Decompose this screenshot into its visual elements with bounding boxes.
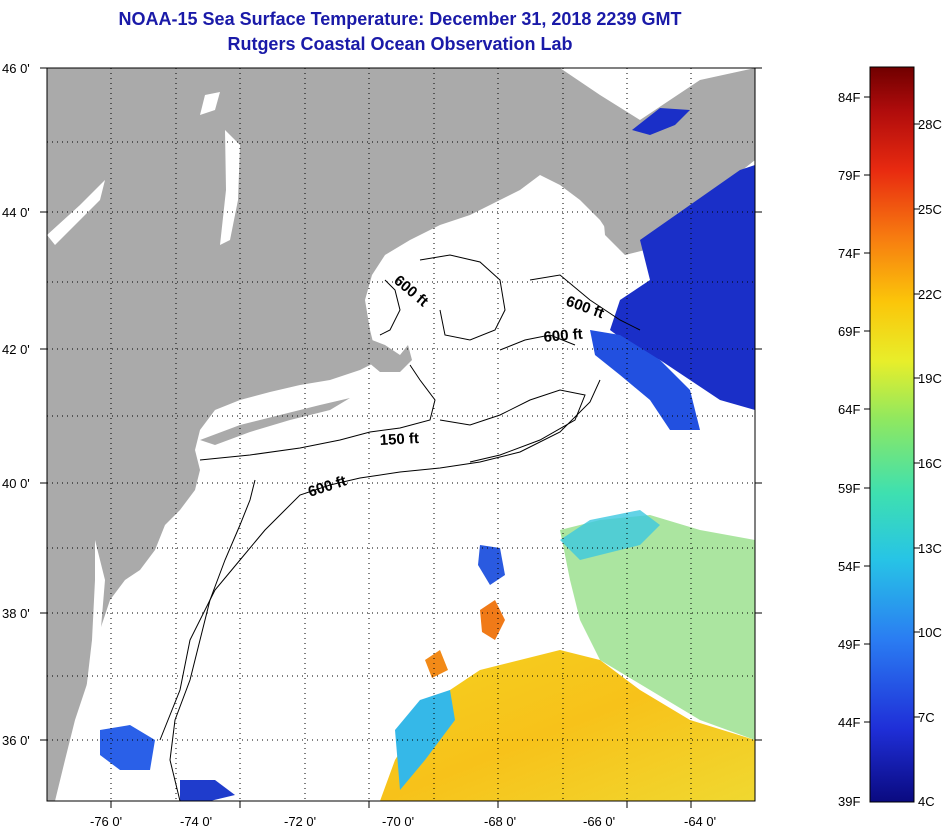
cb-c-7: 7C xyxy=(918,710,935,725)
lon-label-72: -72 0' xyxy=(284,814,316,829)
lat-label-36: 36 0' xyxy=(2,733,30,748)
lake-champlain xyxy=(220,130,240,245)
sst-cyan-left xyxy=(395,690,455,790)
sst-fundy xyxy=(632,108,690,135)
graticule xyxy=(47,68,755,801)
lon-label-64: -64 0' xyxy=(684,814,716,829)
map-subtitle: Rutgers Coastal Ocean Observation Lab xyxy=(227,34,573,54)
map-title: NOAA-15 Sea Surface Temperature: Decembe… xyxy=(118,9,682,29)
cb-c-22: 22C xyxy=(918,287,942,302)
sst-georges-east xyxy=(590,330,700,430)
sst-scotian-shelf xyxy=(610,165,755,410)
sst-warm-eddy xyxy=(480,600,505,640)
lat-label-46: 46 0' xyxy=(2,61,30,76)
colorbar xyxy=(869,66,915,803)
lon-label-68: -68 0' xyxy=(484,814,516,829)
cb-f-44: 44F xyxy=(838,715,860,730)
chesapeake-bay xyxy=(75,540,105,760)
cb-f-39: 39F xyxy=(838,794,860,809)
land-long-island xyxy=(200,398,350,445)
colorbar-ticks xyxy=(864,96,920,723)
cb-c-28: 28C xyxy=(918,117,942,132)
cb-f-64: 64F xyxy=(838,402,860,417)
map-frame xyxy=(46,67,756,802)
cb-c-25: 25C xyxy=(918,202,942,217)
sst-warm-spot xyxy=(425,650,448,678)
cb-f-69: 69F xyxy=(838,324,860,339)
lat-label-38: 38 0' xyxy=(2,606,30,621)
lon-label-76: -76 0' xyxy=(90,814,122,829)
lon-label-66: -66 0' xyxy=(583,814,615,829)
cb-f-84: 84F xyxy=(838,90,860,105)
contour-600ft xyxy=(159,379,601,741)
lat-label-42: 42 0' xyxy=(2,342,30,357)
sst-mid-blue xyxy=(478,545,505,585)
cb-c-16: 16C xyxy=(918,456,942,471)
lon-label-70: -70 0' xyxy=(382,814,414,829)
sst-cyan-patch xyxy=(560,510,660,560)
lake-ontario xyxy=(47,180,105,245)
sst-south-blue2 xyxy=(180,780,235,801)
contour-label-3: 600 ft xyxy=(543,326,584,346)
cb-f-49: 49F xyxy=(838,637,860,652)
cb-c-4: 4C xyxy=(918,794,935,809)
lon-label-74: -74 0' xyxy=(180,814,212,829)
contour-150ft xyxy=(199,364,586,463)
cb-c-19: 19C xyxy=(918,371,942,386)
cb-f-59: 59F xyxy=(838,481,860,496)
sst-south-blue xyxy=(100,725,155,770)
contour-label-4: 150 ft xyxy=(379,430,419,449)
cb-f-74: 74F xyxy=(838,246,860,261)
lat-label-44: 44 0' xyxy=(2,205,30,220)
sst-gulf-stream xyxy=(380,650,755,801)
axis-ticks xyxy=(40,67,762,808)
lat-label-40: 40 0' xyxy=(2,476,30,491)
land-nova-scotia xyxy=(600,95,755,255)
cb-c-13: 13C xyxy=(918,541,942,556)
cb-c-10: 10C xyxy=(918,625,942,640)
contour-gulf-maine xyxy=(379,254,641,351)
cb-f-79: 79F xyxy=(838,168,860,183)
land-cape-cod xyxy=(368,340,412,372)
lake-small xyxy=(200,92,220,115)
cb-f-54: 54F xyxy=(838,559,860,574)
land-north-america xyxy=(47,68,755,801)
sst-slope-green xyxy=(560,515,755,740)
